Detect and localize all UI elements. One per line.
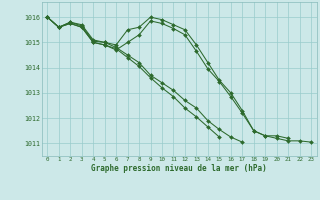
X-axis label: Graphe pression niveau de la mer (hPa): Graphe pression niveau de la mer (hPa): [91, 164, 267, 173]
